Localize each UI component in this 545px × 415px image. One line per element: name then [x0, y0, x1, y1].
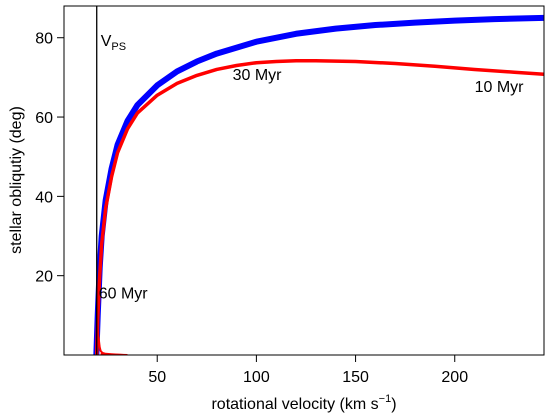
y-tick-label-80: 80 — [35, 31, 53, 48]
x-axis-label-sup: −1 — [379, 393, 392, 405]
x-tick-label-200: 200 — [441, 369, 468, 386]
series-line-3 — [96, 307, 124, 355]
y-tick-label-20: 20 — [35, 269, 53, 286]
vps-label: VPS — [101, 33, 126, 53]
annotation-layer: VPS 30 Myr 10 Myr 60 Myr — [99, 33, 524, 303]
series-layer — [93, 14, 544, 355]
x-tick-label-150: 150 — [342, 369, 369, 386]
x-tick-label-100: 100 — [243, 369, 270, 386]
annotation-3: 60 Myr — [99, 286, 149, 303]
annotation-2: 10 Myr — [475, 79, 525, 96]
y-tick-label-40: 40 — [35, 189, 53, 206]
plot-frame — [63, 5, 545, 356]
x-axis-label-main: rotational velocity (km s — [211, 396, 378, 413]
axes-layer: 50 100 150 200 20 40 60 80 — [35, 31, 468, 386]
annotation-1: 30 Myr — [233, 67, 283, 84]
x-axis-label-close: ) — [391, 396, 396, 413]
x-tick-label-50: 50 — [148, 369, 166, 386]
y-tick-label-60: 60 — [35, 110, 53, 127]
x-axis-label: rotational velocity (km s−1) — [211, 393, 396, 413]
y-axis-label: stellar obliqutiy (deg) — [8, 106, 25, 254]
series-line-2 — [94, 58, 544, 355]
